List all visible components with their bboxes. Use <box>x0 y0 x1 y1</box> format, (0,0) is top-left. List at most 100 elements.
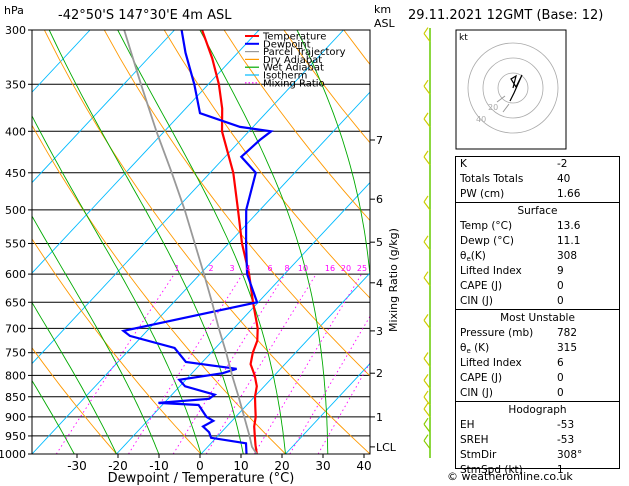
wet-adiabat <box>403 30 431 454</box>
km-tick-label: 1 <box>376 411 383 424</box>
wind-barb <box>423 402 431 418</box>
param-value: -53 <box>557 434 575 446</box>
hpa-label: hPa <box>4 4 24 17</box>
param-label: Dewp (°C) <box>460 235 514 247</box>
x-axis-label: Dewpoint / Temperature (°C) <box>108 471 295 486</box>
param-label: Lifted Index <box>460 265 522 277</box>
param-row: θe(K) 308 <box>456 249 619 264</box>
dry-adiabat <box>103 30 370 377</box>
mixing-ratio-line <box>317 362 370 454</box>
asl-label: ASL <box>374 17 396 30</box>
pressure-tick-label: 450 <box>5 167 26 180</box>
param-value: 1 <box>557 464 564 476</box>
param-row: Lifted Index 9 <box>456 264 619 279</box>
pressure-tick-label: 500 <box>5 204 26 217</box>
legend-label: Dry Adiabat <box>263 55 322 66</box>
param-row: SREH -53 <box>456 433 619 448</box>
param-value: 13.6 <box>557 220 581 232</box>
hodograph-ring <box>482 57 544 119</box>
param-value: 315 <box>557 342 578 354</box>
wind-barb <box>423 374 431 389</box>
profile-temperature <box>201 30 259 454</box>
param-value: 40 <box>557 173 571 185</box>
param-value: 11.1 <box>557 235 581 247</box>
pressure-tick-label: 1000 <box>0 448 26 461</box>
param-label: Lifted Index <box>460 357 522 369</box>
param-value: 0 <box>557 280 564 292</box>
param-label: CIN (J) <box>460 295 493 307</box>
param-label: Pressure (mb) <box>460 327 534 339</box>
hodograph-section: Hodograph EH -53 SREH -53 StmDir 308° StmSpd (… <box>456 401 619 478</box>
mixing-ratio-line <box>289 315 370 454</box>
param-row: Lifted Index 6 <box>456 356 619 371</box>
isotherm-line <box>285 362 370 454</box>
km-tick-label: 7 <box>376 134 383 147</box>
hodograph-ring-label: 40 <box>476 115 486 124</box>
wind-barbs <box>423 27 431 458</box>
param-label: Temp (°C) <box>460 220 513 232</box>
param-label: PW (cm) <box>460 188 505 200</box>
km-tick-label: 5 <box>376 236 383 249</box>
legend-label: Mixing Ratio <box>263 78 325 89</box>
param-label: CIN (J) <box>460 387 493 399</box>
km-tick-label: 4 <box>376 277 383 290</box>
pressure-tick-label: 600 <box>5 268 26 281</box>
temp-tick-label: 20 <box>274 459 289 473</box>
wind-barb <box>423 417 431 433</box>
mixing-ratio-label: 1 <box>174 264 179 273</box>
temp-tick-label: -20 <box>108 459 128 473</box>
param-row: StmDir 308° <box>456 448 619 463</box>
param-value: 308° <box>557 449 583 461</box>
param-value: 0 <box>557 372 564 384</box>
indices-block: K -2 Totals Totals 40 PW (cm) 1.66 <box>456 157 619 202</box>
param-row: CIN (J) 0 <box>456 386 619 401</box>
legend-label: Dewpoint <box>263 39 311 50</box>
isotherm-line <box>32 30 260 274</box>
param-label: θe(K) <box>460 250 486 263</box>
temp-tick-label: -30 <box>67 459 87 473</box>
param-row: Totals Totals 40 <box>456 172 619 187</box>
wind-barb <box>423 314 431 329</box>
dry-adiabat <box>32 347 117 454</box>
param-row: CIN (J) 0 <box>456 294 619 309</box>
hodograph-title: Hodograph <box>508 404 567 416</box>
temp-tick-label: 10 <box>233 459 248 473</box>
param-label: StmSpd (kt) <box>460 464 523 476</box>
wet-adiabat <box>32 114 202 454</box>
km-tick-label: 3 <box>376 325 383 338</box>
wind-barb <box>423 79 431 95</box>
copyright-footer: © weatheronline.co.uk <box>447 470 573 483</box>
pressure-tick-label: 700 <box>5 322 26 335</box>
param-row: CAPE (J) 0 <box>456 371 619 386</box>
dry-adiabat <box>163 30 370 299</box>
param-row: Dewp (°C) 11.1 <box>456 234 619 249</box>
param-value: 0 <box>557 295 564 307</box>
isotherm-line <box>200 272 370 454</box>
legend-label: Temperature <box>262 32 326 43</box>
pressure-tick-label: 550 <box>5 237 26 250</box>
param-value: 6 <box>557 357 564 369</box>
param-label: CAPE (J) <box>460 280 503 292</box>
wind-barb <box>423 434 431 450</box>
wind-barb <box>423 271 431 287</box>
param-row: Temp (°C) 13.6 <box>456 219 619 234</box>
param-row: PW (cm) 1.66 <box>456 187 619 202</box>
param-value: -2 <box>557 158 568 170</box>
pressure-tick-label: 650 <box>5 296 26 309</box>
param-value: 308 <box>557 250 578 262</box>
wet-adiabat <box>32 379 75 454</box>
dry-adiabat <box>43 30 370 454</box>
temp-tick-label: 0 <box>196 459 204 473</box>
param-row: CAPE (J) 0 <box>456 279 619 294</box>
isotherm-line <box>32 91 370 454</box>
param-row: EH -53 <box>456 418 619 433</box>
km-tick-label: LCL <box>376 441 397 454</box>
mixing-ratio-label: 2 <box>208 264 213 273</box>
hodograph-trace <box>509 74 523 102</box>
km-tick-label: 2 <box>376 367 383 380</box>
wind-barb <box>423 352 431 367</box>
hodograph-frame <box>455 29 567 150</box>
param-value: 9 <box>557 265 564 277</box>
dry-adiabat <box>32 238 202 454</box>
wind-barb <box>423 150 431 166</box>
